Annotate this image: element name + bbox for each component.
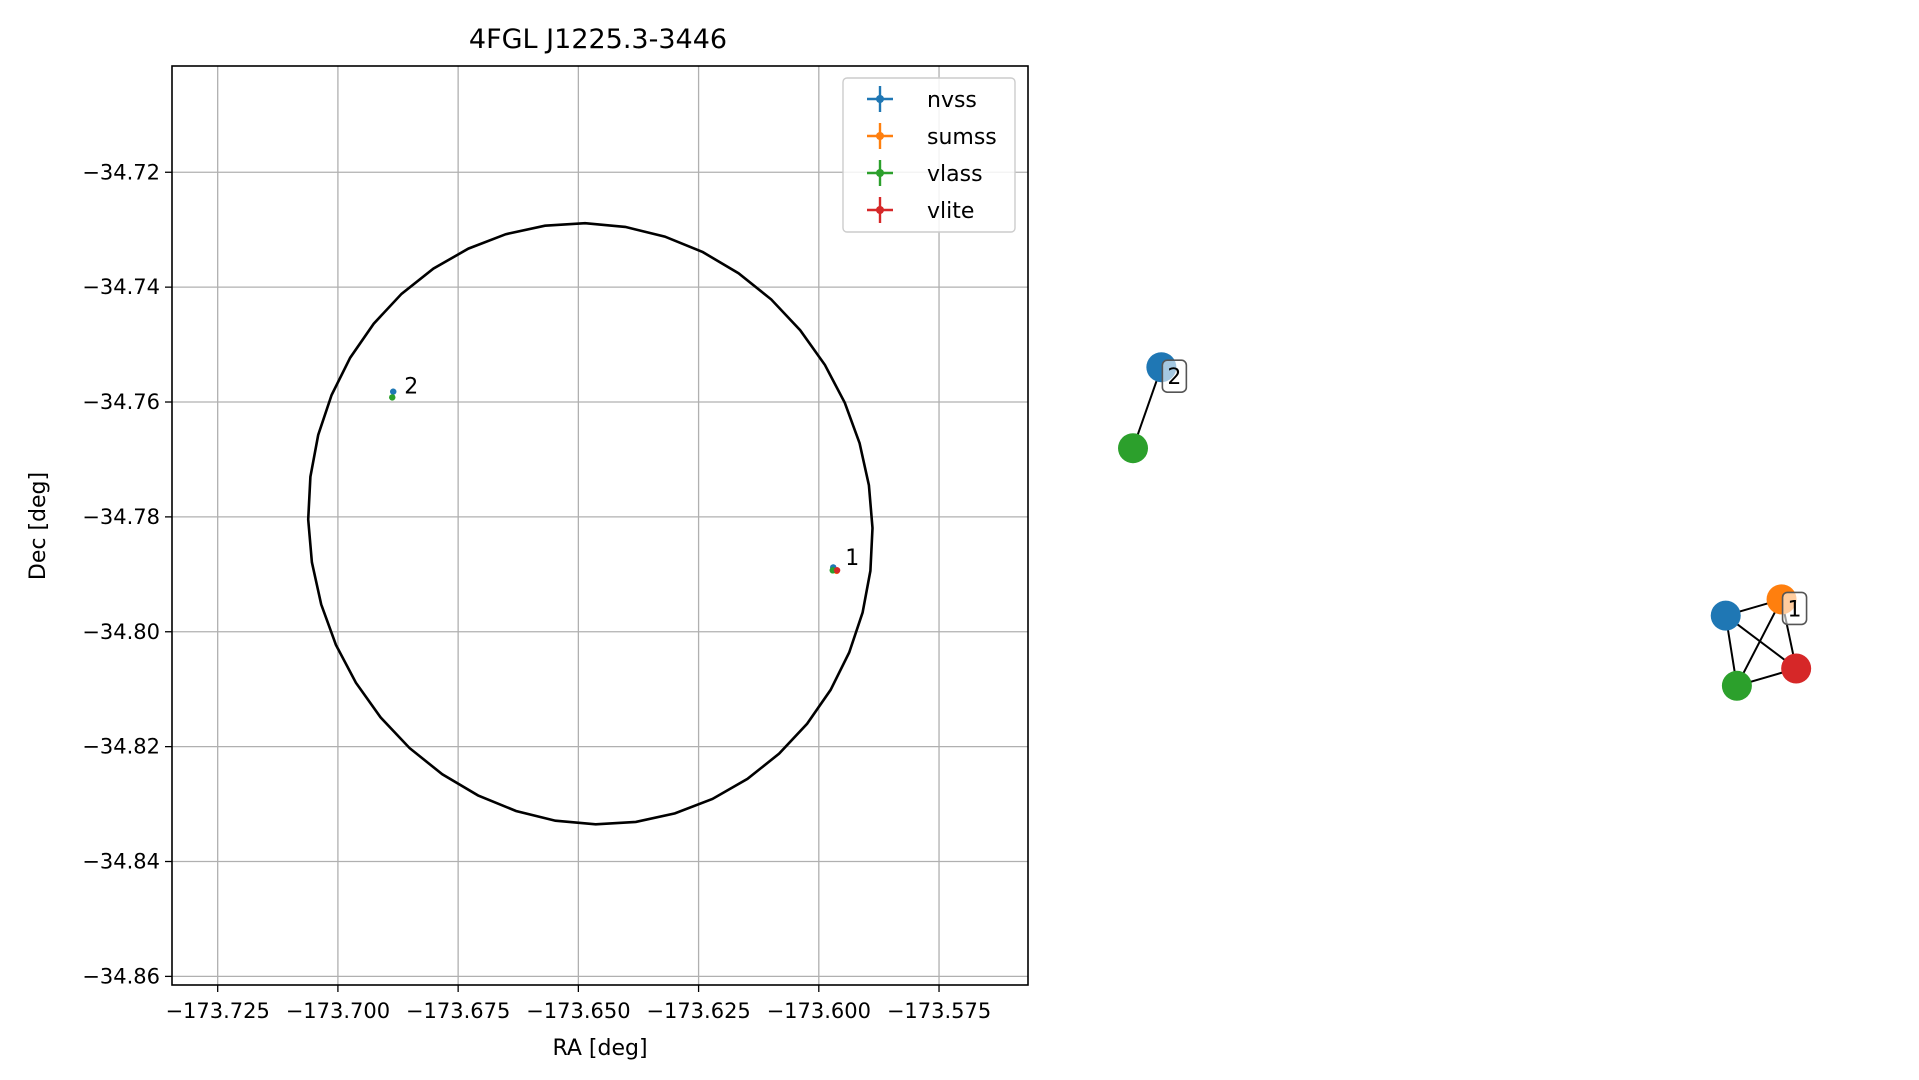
y-tick-label: −34.84: [82, 850, 160, 874]
network-graph: 21: [1118, 352, 1812, 701]
y-tick-label: −34.86: [82, 964, 160, 988]
vlass-point: [389, 394, 396, 401]
x-tick-label: −173.700: [286, 999, 390, 1023]
network-node-vlass: [1118, 433, 1149, 464]
network-label-box: [1161, 359, 1188, 394]
gridlines: [172, 66, 1028, 985]
x-tick-label: −173.725: [165, 999, 269, 1023]
x-axis-ticks: −173.725 −173.700 −173.675 −173.650 −173.625…: [165, 985, 991, 1023]
y-tick-label: −34.78: [82, 505, 160, 529]
x-tick-label: −173.625: [646, 999, 750, 1023]
x-tick-label: −173.650: [526, 999, 630, 1023]
legend-vlite-label: vlite: [927, 199, 974, 224]
vlite-point: [833, 567, 841, 574]
network-label: 2: [1167, 365, 1181, 390]
legend-frame: [842, 77, 1016, 233]
point-annotation: 2: [404, 374, 418, 399]
point-annotation: 1: [845, 546, 859, 571]
y-tick-label: −34.72: [82, 160, 160, 184]
y-axis-ticks: −34.72 −34.74 −34.76 −34.78 −34.80 −34.82 −34.…: [82, 160, 172, 988]
network-label-box: [1781, 591, 1808, 626]
x-tick-label: −173.600: [767, 999, 871, 1023]
annotations: 21: [404, 374, 859, 571]
legend-sumss-label: sumss: [927, 125, 997, 150]
legend-nvss-label: nvss: [927, 88, 977, 113]
x-tick-label: −173.575: [887, 999, 991, 1023]
legend-vlass-marker: [876, 169, 884, 177]
network-label: 1: [1788, 597, 1802, 622]
network-node-nvss: [1710, 600, 1741, 631]
x-axis-label: RA [deg]: [552, 1036, 647, 1061]
y-tick-label: −34.82: [82, 735, 160, 759]
network-edge: [1736, 598, 1783, 687]
network-node-vlass: [1721, 670, 1752, 701]
x-tick-label: −173.675: [406, 999, 510, 1023]
network-node-vlite: [1781, 653, 1812, 684]
data-points: [389, 388, 841, 575]
ellipse-region: [306, 221, 874, 826]
nvss-point: [390, 388, 397, 395]
y-axis-label: Dec [deg]: [26, 472, 51, 580]
legend-nvss-marker: [876, 95, 884, 103]
plot-frame: [171, 65, 1029, 986]
legend-vlass-label: vlass: [927, 162, 983, 187]
legend: nvss sumss vlass vlite: [842, 77, 1016, 233]
y-tick-label: −34.74: [82, 275, 160, 299]
legend-sumss-marker: [876, 132, 884, 140]
y-tick-label: −34.76: [82, 390, 160, 414]
legend-vlite-marker: [876, 206, 884, 214]
y-tick-label: −34.80: [82, 620, 160, 644]
chart-title: 4FGL J1225.3-3446: [469, 24, 727, 55]
